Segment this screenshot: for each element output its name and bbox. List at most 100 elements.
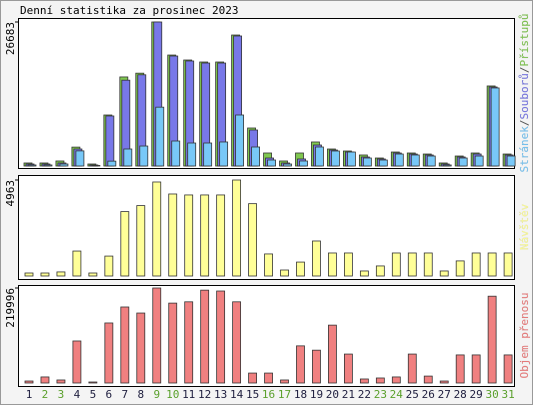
bar [264, 372, 273, 384]
bar [331, 150, 340, 167]
bar [27, 164, 37, 167]
bar [458, 157, 468, 167]
bar [362, 157, 372, 167]
x-tick-label: 2 [42, 388, 49, 401]
x-tick-label: 1 [26, 388, 33, 401]
bar [72, 250, 82, 277]
bar [471, 354, 481, 384]
panel [18, 285, 515, 387]
bar [232, 179, 242, 277]
legend: Návštěv [518, 203, 531, 250]
x-tick-label: 20 [326, 388, 339, 401]
bar [104, 255, 114, 277]
x-tick-label: 15 [246, 388, 259, 401]
bar [312, 349, 321, 384]
x-tick-label: 9 [153, 388, 160, 401]
x-tick-label: 3 [58, 388, 65, 401]
bar [267, 159, 276, 167]
bar [375, 377, 385, 384]
x-tick-label: 19 [310, 388, 323, 401]
bar [72, 340, 82, 384]
bar [88, 381, 98, 384]
bar [280, 379, 289, 384]
bar [375, 265, 385, 277]
bar [155, 106, 165, 167]
bar [503, 252, 513, 277]
legend: Objem přenosu [518, 292, 531, 378]
bar [442, 164, 452, 167]
legend-entry: Souborů [518, 73, 531, 119]
bar [359, 270, 369, 277]
bar [232, 301, 242, 384]
x-tick-label: 29 [470, 388, 483, 401]
bar [378, 159, 388, 167]
x-tick-label: 23 [374, 388, 387, 401]
y-tick-label: 4963 [4, 180, 17, 207]
bar [56, 271, 66, 277]
bar [120, 306, 130, 384]
x-tick-label: 4 [74, 388, 81, 401]
bar [280, 269, 289, 277]
bar [91, 165, 101, 167]
bar [136, 205, 146, 277]
x-tick-label: 25 [406, 388, 419, 401]
x-tick-label: 18 [294, 388, 307, 401]
bar [346, 151, 356, 167]
bar [474, 155, 484, 167]
bar [296, 261, 305, 277]
bar [439, 270, 449, 277]
bar [235, 114, 245, 167]
bar [503, 354, 513, 384]
bar [251, 146, 260, 167]
bar [506, 155, 516, 167]
y-tick-label: 26683 [4, 22, 17, 55]
bar [296, 345, 305, 384]
bar [136, 312, 146, 384]
x-tick-label: 22 [358, 388, 371, 401]
bar [423, 375, 433, 384]
x-tick-label: 7 [122, 388, 129, 401]
bar [471, 252, 481, 277]
bar [391, 376, 401, 384]
bar [312, 240, 321, 277]
bar [168, 193, 178, 277]
bar [264, 253, 273, 277]
legend-entry: Přístupů [518, 14, 531, 67]
bar [171, 140, 181, 167]
x-tick-label: 11 [182, 388, 195, 401]
bar [423, 252, 433, 277]
bar [410, 154, 420, 167]
x-tick-label: 10 [166, 388, 179, 401]
bar [455, 260, 465, 277]
legend-entry: Návštěv [518, 203, 531, 250]
bar [343, 252, 353, 277]
bar [359, 378, 369, 384]
panel [18, 18, 515, 169]
bar [56, 379, 66, 384]
legend-entry: Stránek [518, 126, 531, 173]
legend-entry: Objem přenosu [518, 292, 531, 378]
x-tick-label: 13 [214, 388, 227, 401]
bar [426, 155, 436, 167]
bar [407, 252, 417, 277]
bar [394, 153, 404, 167]
bar [107, 160, 117, 167]
bar [343, 353, 353, 384]
bar [407, 353, 417, 384]
x-tick-label: 26 [422, 388, 435, 401]
bar [152, 181, 162, 277]
bar [40, 272, 50, 277]
bar [487, 295, 497, 384]
bar [59, 163, 69, 167]
legend-separator: / [518, 67, 531, 74]
bar [328, 252, 337, 277]
x-tick-label: 16 [262, 388, 275, 401]
x-tick-label: 12 [198, 388, 211, 401]
chart-title: Denní statistika za prosinec 2023 [20, 4, 239, 17]
bar [248, 372, 257, 384]
bar [200, 194, 210, 277]
x-tick-label: 30 [486, 388, 499, 401]
bar [104, 322, 114, 384]
bar [391, 252, 401, 277]
